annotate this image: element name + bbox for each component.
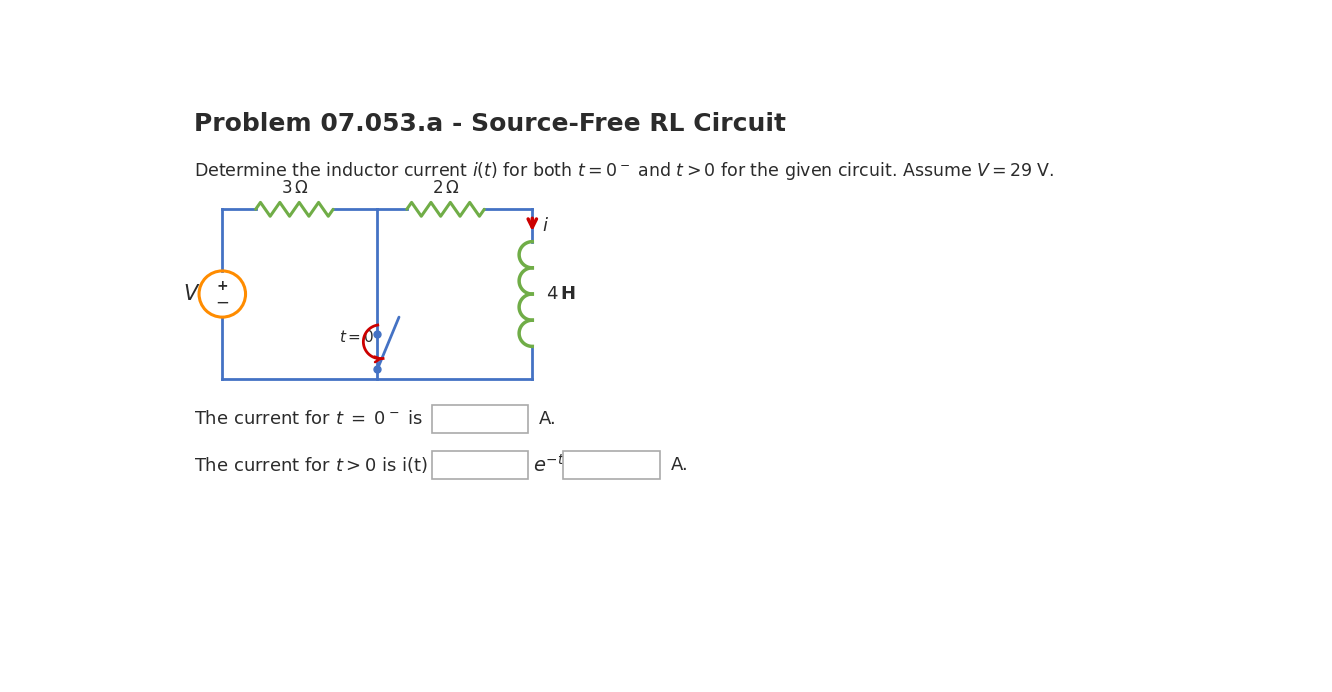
Text: +: + — [217, 280, 228, 293]
FancyBboxPatch shape — [432, 451, 529, 479]
Text: $t=0$: $t=0$ — [338, 329, 374, 345]
Text: Determine the inductor current $i(t)$ for both $t = 0^-$ and $t > 0$ for the giv: Determine the inductor current $i(t)$ fo… — [193, 160, 1054, 182]
Text: Problem 07.053.a - Source-Free RL Circuit: Problem 07.053.a - Source-Free RL Circui… — [193, 111, 786, 136]
Text: The current for $t\;=\;0^-$ is: The current for $t\;=\;0^-$ is — [193, 410, 422, 428]
Text: $e^{-t/}$: $e^{-t/}$ — [533, 454, 569, 476]
Text: $i$: $i$ — [542, 217, 549, 235]
Text: $V$: $V$ — [182, 284, 200, 304]
FancyBboxPatch shape — [563, 451, 661, 479]
Text: A.: A. — [671, 456, 689, 474]
Text: $4\,\mathbf{H}$: $4\,\mathbf{H}$ — [546, 285, 575, 303]
Text: −: − — [216, 293, 229, 311]
Text: $3\,\Omega$: $3\,\Omega$ — [281, 179, 308, 197]
Text: $2\,\Omega$: $2\,\Omega$ — [432, 179, 460, 197]
Text: A.: A. — [539, 410, 557, 428]
Text: The current for $t>0$ is i(t) =: The current for $t>0$ is i(t) = — [193, 455, 448, 475]
FancyBboxPatch shape — [432, 405, 529, 432]
